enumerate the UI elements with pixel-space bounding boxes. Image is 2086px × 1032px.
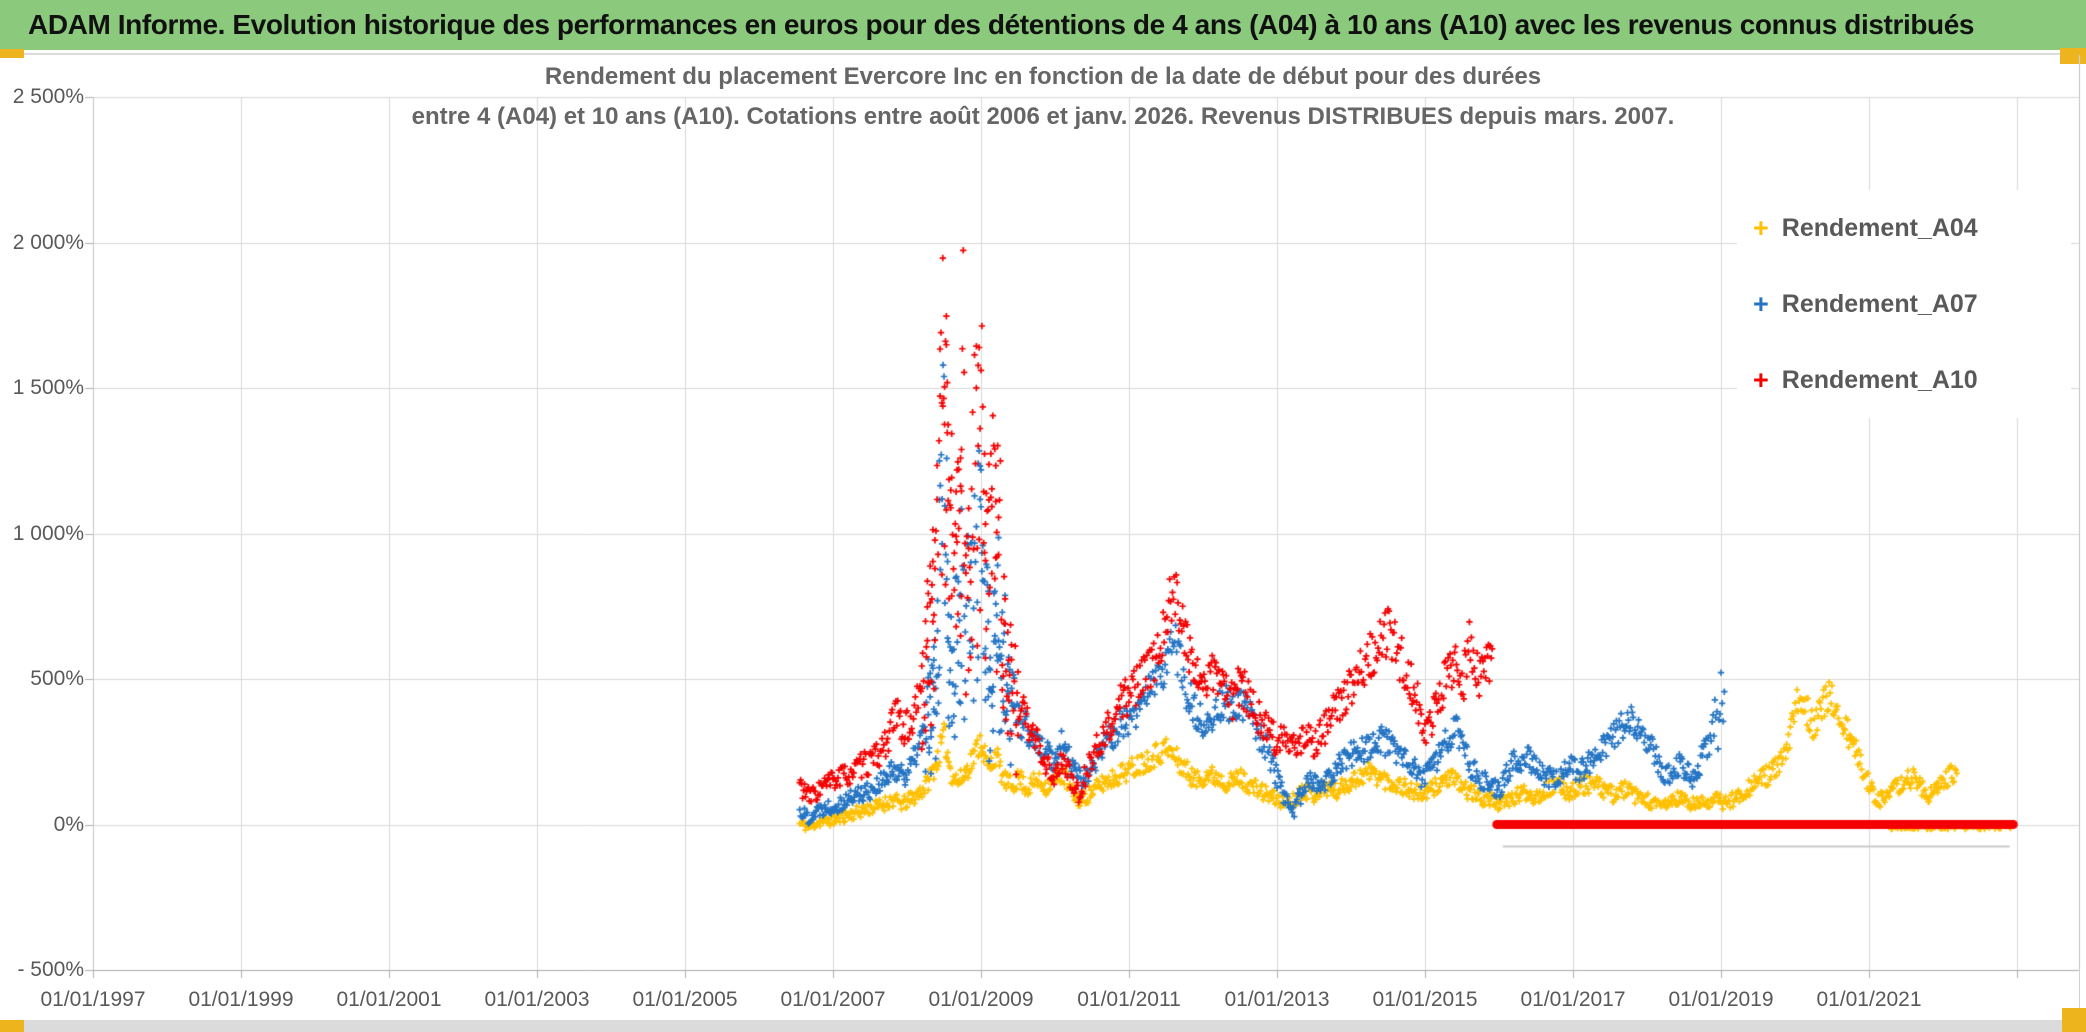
plus-marker-icon: + xyxy=(1753,212,1769,243)
y-axis-tick-label: - 500% xyxy=(17,958,84,981)
plus-marker-icon: + xyxy=(1753,288,1769,319)
chart-title-line2: entre 4 (A04) et 10 ans (A10). Cotations… xyxy=(411,103,1675,130)
legend-item-label: Rendement_A04 xyxy=(1781,213,1978,242)
x-axis-tick-label: 01/01/2005 xyxy=(632,988,738,1011)
x-axis-tick-label: 01/01/1999 xyxy=(188,988,294,1011)
legend-item-rendement_a10[interactable]: + Rendement_A10 xyxy=(1737,348,2071,412)
bottom-scrollbar-strip[interactable] xyxy=(0,1020,2062,1032)
x-axis-tick-label: 01/01/2009 xyxy=(928,988,1034,1011)
plus-marker-icon: + xyxy=(1753,364,1769,395)
y-axis-tick-label: 1 500% xyxy=(12,376,84,399)
chart-legend[interactable]: + Rendement_A04 + Rendement_A07 + Rendement_A… xyxy=(1737,190,2071,418)
chart-title: Rendement du placement Evercore Inc en f… xyxy=(293,57,1793,137)
chart-right-border xyxy=(2079,55,2080,1020)
x-axis-tick-label: 01/01/2003 xyxy=(484,988,590,1011)
legend-item-label: Rendement_A07 xyxy=(1781,289,1978,318)
legend-item-rendement_a07[interactable]: + Rendement_A07 xyxy=(1737,272,2071,336)
y-axis-tick-label: 1 000% xyxy=(12,521,84,545)
x-axis-tick-label: 01/01/2019 xyxy=(1668,988,1774,1011)
x-axis-tick-label: 01/01/2001 xyxy=(336,988,442,1011)
y-axis-tick-label: 0% xyxy=(53,812,84,836)
x-axis-tick-label: 01/01/2007 xyxy=(780,988,886,1011)
x-axis-tick-label: 01/01/2021 xyxy=(1816,988,1922,1011)
x-axis-tick-label: 01/01/1997 xyxy=(40,988,146,1011)
x-axis-tick-label: 01/01/2015 xyxy=(1372,988,1478,1011)
legend-item-label: Rendement_A10 xyxy=(1781,365,1978,394)
x-axis-tick-label: 01/01/2017 xyxy=(1520,988,1626,1011)
accent-corner-bottom-right xyxy=(2062,1008,2086,1032)
accent-corner-bottom-left xyxy=(0,1020,24,1032)
y-axis-tick-label: 2 000% xyxy=(12,230,84,254)
y-axis-tick-label: 2 500% xyxy=(12,85,84,108)
chart-title-line1: Rendement du placement Evercore Inc en f… xyxy=(544,63,1542,90)
x-axis-tick-label: 01/01/2011 xyxy=(1077,988,1181,1011)
legend-item-rendement_a04[interactable]: + Rendement_A04 xyxy=(1737,196,2071,260)
x-axis-tick-label: 01/01/2013 xyxy=(1224,988,1330,1011)
y-axis-tick-label: 500% xyxy=(30,667,84,690)
